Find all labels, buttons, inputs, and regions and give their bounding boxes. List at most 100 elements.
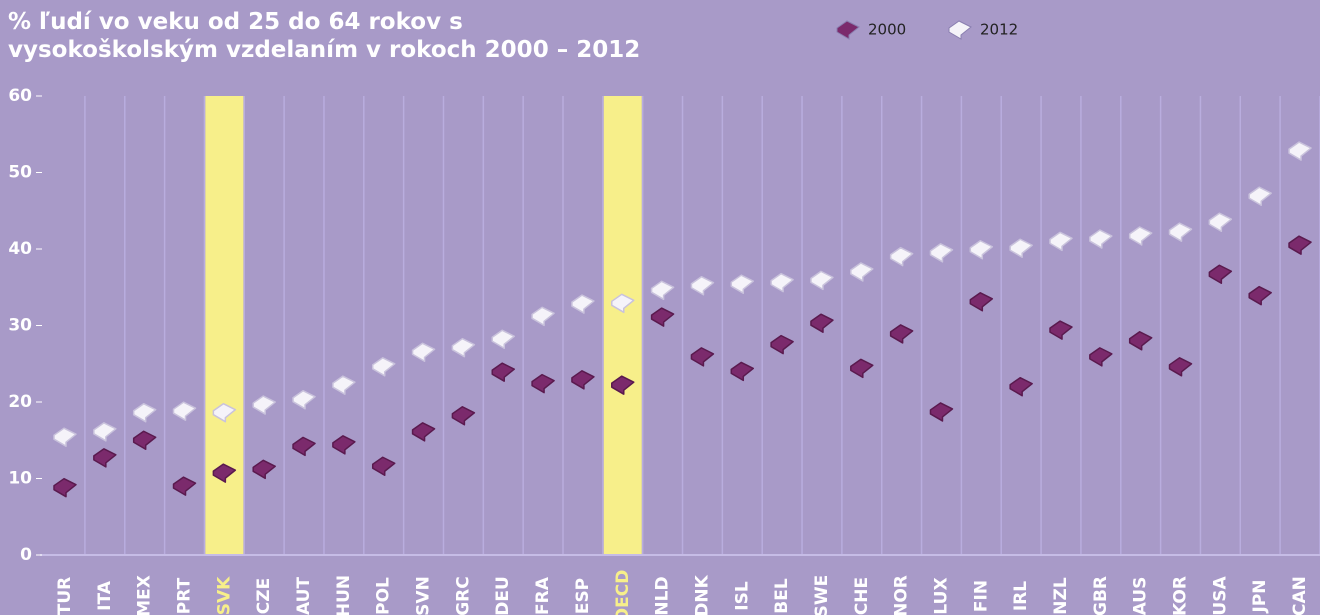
x-tick-label: GRC — [453, 576, 473, 615]
x-tick-label: USA — [1210, 576, 1230, 615]
x-tick-label: MEX — [135, 575, 155, 615]
marker — [333, 376, 355, 394]
marker — [572, 295, 594, 313]
marker — [373, 457, 395, 475]
y-tick-label: 60 — [8, 86, 32, 106]
x-tick-label: FIN — [971, 580, 991, 612]
marker — [492, 363, 514, 381]
marker — [891, 325, 913, 343]
marker — [452, 339, 474, 357]
y-tick-label: 20 — [8, 392, 32, 412]
marker — [54, 479, 76, 497]
marker — [253, 460, 275, 478]
marker — [1090, 348, 1112, 366]
marker — [771, 336, 793, 354]
marker — [572, 371, 594, 389]
marker — [134, 431, 156, 449]
x-tick-label: SVN — [414, 576, 434, 615]
marker — [1010, 239, 1032, 257]
marker — [174, 477, 196, 495]
marker — [1090, 230, 1112, 248]
marker — [1050, 232, 1072, 250]
marker — [731, 275, 753, 293]
x-tick-label: ESP — [573, 578, 593, 614]
x-tick-label: SVK — [214, 576, 234, 615]
x-tick-label: CZE — [254, 578, 274, 614]
marker — [811, 314, 833, 332]
marker — [452, 407, 474, 425]
x-tick-label: PRT — [175, 577, 195, 614]
marker — [174, 402, 196, 420]
marker — [1209, 213, 1231, 231]
marker — [771, 274, 793, 292]
marker — [851, 359, 873, 377]
x-tick-label: KOR — [1171, 576, 1191, 615]
x-tick-label: NLD — [653, 576, 673, 615]
marker — [1130, 227, 1152, 245]
legend-swatch — [949, 21, 971, 39]
x-tick-label: CAN — [1290, 576, 1310, 615]
x-tick-label: DNK — [692, 574, 712, 615]
marker — [1050, 321, 1072, 339]
x-tick-label: TUR — [55, 577, 75, 615]
marker — [652, 281, 674, 299]
marker — [930, 244, 952, 262]
x-tick-label: FRA — [533, 576, 553, 615]
x-tick-label: IRL — [1011, 581, 1031, 611]
marker — [413, 343, 435, 361]
page: % ľudí vo veku od 25 do 64 rokov s vysok… — [0, 0, 1320, 615]
marker — [1289, 142, 1311, 160]
x-tick-label: AUS — [1131, 577, 1151, 615]
x-tick-label: AUT — [294, 577, 314, 615]
marker — [54, 428, 76, 446]
marker — [293, 391, 315, 409]
x-tick-label: HUN — [334, 575, 354, 615]
marker — [333, 436, 355, 454]
legend-label: 2000 — [868, 21, 906, 39]
marker — [1170, 358, 1192, 376]
marker — [811, 271, 833, 289]
x-tick-label: ITA — [95, 580, 115, 611]
marker — [532, 375, 554, 393]
marker — [891, 248, 913, 266]
marker — [373, 358, 395, 376]
x-tick-label: ISL — [732, 581, 752, 611]
marker — [134, 404, 156, 422]
x-tick-label: POL — [374, 577, 394, 615]
marker — [94, 449, 116, 467]
y-tick-label: 40 — [8, 239, 32, 259]
marker — [691, 277, 713, 295]
legend-label: 2012 — [980, 21, 1018, 39]
chart: 0 10 20 30 40 50 60 TUR ITA MEX PRT SVK CZE AUT HUN POL… — [0, 0, 1320, 615]
marker — [1249, 187, 1271, 205]
marker — [1289, 236, 1311, 254]
marker — [1209, 265, 1231, 283]
marker — [1249, 287, 1271, 305]
marker — [1130, 332, 1152, 350]
y-tick-label: 0 — [20, 545, 32, 565]
highlight-band — [205, 96, 243, 555]
x-tick-label: BEL — [772, 578, 792, 614]
legend-swatch — [837, 21, 859, 39]
x-tick-label: JPN — [1250, 579, 1270, 613]
marker — [851, 263, 873, 281]
marker — [691, 348, 713, 366]
y-tick-label: 50 — [8, 163, 32, 183]
x-tick-label: LUX — [931, 577, 951, 614]
marker — [253, 396, 275, 414]
marker — [94, 423, 116, 441]
y-tick-label: 30 — [8, 316, 32, 336]
marker — [970, 241, 992, 259]
highlight-band — [604, 96, 642, 555]
marker — [731, 362, 753, 380]
marker — [532, 307, 554, 325]
x-tick-label: SWE — [812, 575, 832, 615]
x-tick-label: NOR — [892, 575, 912, 615]
marker — [413, 423, 435, 441]
x-tick-label: GBR — [1091, 576, 1111, 615]
y-tick-label: 10 — [8, 469, 32, 489]
x-tick-label: DEU — [493, 576, 513, 615]
marker — [652, 308, 674, 326]
x-tick-label: NZL — [1051, 577, 1071, 615]
marker — [970, 293, 992, 311]
